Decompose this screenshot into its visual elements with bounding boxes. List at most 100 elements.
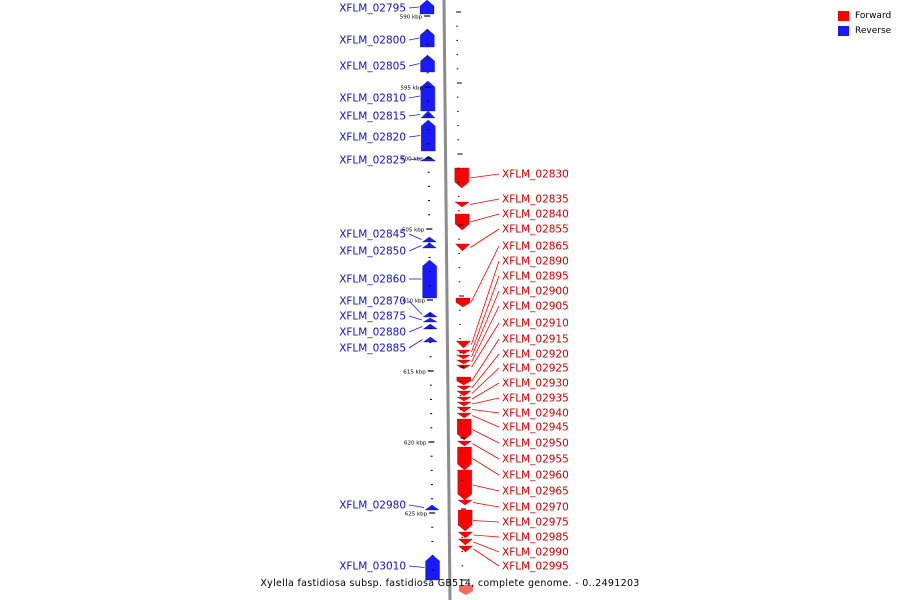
forward-swatch [838,11,849,21]
reverse-gene-arrow[interactable] [422,317,438,323]
reverse-gene-label[interactable]: XFLM_03010 [339,561,406,573]
forward-gene-label[interactable]: XFLM_02930 [502,378,569,390]
forward-gene-arrow[interactable] [454,213,470,231]
reverse-gene-label[interactable]: XFLM_02805 [339,61,406,73]
forward-gene-arrow[interactable] [455,354,472,360]
legend-reverse: Reverse [838,24,891,38]
forward-gene-arrow[interactable] [456,359,472,365]
forward-gene-label[interactable]: XFLM_02955 [502,454,569,466]
forward-gene-arrow[interactable] [456,340,471,349]
reverse-gene-label[interactable]: XFLM_02870 [339,296,406,308]
forward-gene-arrow[interactable] [458,585,473,595]
forward-gene-arrow[interactable] [454,201,470,208]
forward-gene-label[interactable]: XFLM_02915 [502,334,569,346]
reverse-gene-label[interactable]: XFLM_02980 [339,500,406,512]
forward-gene-label[interactable]: XFLM_02895 [502,271,569,283]
forward-gene-label[interactable]: XFLM_02865 [502,241,569,253]
forward-gene-arrow[interactable] [457,531,473,539]
forward-gene-label[interactable]: XFLM_02920 [502,349,569,361]
forward-gene-connector [471,338,500,382]
forward-gene-connector [471,290,500,358]
reverse-gene-label[interactable]: XFLM_02860 [339,274,406,286]
forward-gene-label[interactable]: XFLM_02910 [502,318,569,330]
forward-gene-label[interactable]: XFLM_02830 [502,169,569,181]
forward-gene-label[interactable]: XFLM_02855 [502,224,569,236]
forward-gene-arrow[interactable] [456,376,471,386]
forward-gene-connector [471,415,500,428]
reverse-gene-arrow[interactable] [420,54,435,73]
reverse-gene-arrow[interactable] [421,119,436,152]
forward-gene-arrow[interactable] [456,412,472,419]
forward-gene-label[interactable]: XFLM_02970 [502,502,569,514]
forward-gene-arrow[interactable] [457,446,472,471]
forward-gene-label[interactable]: XFLM_02840 [502,209,569,221]
reverse-gene-arrow[interactable] [425,554,440,581]
reverse-gene-arrow[interactable] [422,323,438,330]
reverse-gene-arrow[interactable] [420,80,435,112]
forward-gene-arrow[interactable] [456,396,472,402]
reverse-gene-connector [408,63,420,67]
forward-gene-connector [471,260,500,345]
forward-gene-label[interactable]: XFLM_02900 [502,286,569,298]
forward-gene-label[interactable]: XFLM_02925 [502,363,569,375]
reverse-gene-arrow[interactable] [419,0,435,15]
reverse-gene-arrow[interactable] [420,28,435,48]
axis-tick-label: 625 kbp [405,512,428,518]
forward-gene-label[interactable]: XFLM_02950 [502,438,569,450]
forward-gene-label[interactable]: XFLM_02945 [502,422,569,434]
forward-gene-connector [469,198,500,205]
forward-gene-connector [471,382,500,400]
reverse-gene-label[interactable]: XFLM_02880 [339,327,406,339]
reverse-gene-label[interactable]: XFLM_02875 [339,311,406,323]
forward-gene-arrow[interactable] [456,401,472,407]
forward-gene-arrow[interactable] [456,440,472,447]
reverse-gene-arrow[interactable] [424,504,440,511]
forward-gene-label[interactable]: XFLM_02940 [502,408,569,420]
reverse-gene-arrow[interactable] [422,259,437,299]
forward-gene-arrow[interactable] [457,499,473,506]
forward-gene-label[interactable]: XFLM_02975 [502,517,569,529]
forward-gene-connector [471,367,500,394]
reverse-gene-label[interactable]: XFLM_02845 [339,229,406,241]
forward-gene-label[interactable]: XFLM_02960 [502,470,569,482]
reverse-gene-label[interactable]: XFLM_02825 [339,155,406,167]
forward-gene-arrow[interactable] [457,418,472,441]
forward-gene-arrow[interactable] [456,385,472,391]
reverse-gene-label[interactable]: XFLM_02800 [339,35,406,47]
forward-gene-arrow[interactable] [455,243,470,252]
reverse-gene-arrow[interactable] [421,242,437,249]
forward-gene-label[interactable]: XFLM_02835 [502,194,569,206]
reverse-gene-label[interactable]: XFLM_02795 [339,3,406,15]
reverse-gene-label[interactable]: XFLM_02850 [339,246,406,258]
forward-gene-arrow[interactable] [454,167,469,189]
forward-gene-label[interactable]: XFLM_02985 [502,532,569,544]
reverse-gene-connector [408,95,420,99]
forward-gene-connector [472,458,500,476]
genome-backbone [442,0,452,600]
forward-gene-label[interactable]: XFLM_02990 [502,547,569,559]
forward-gene-label[interactable]: XFLM_02935 [502,393,569,405]
forward-gene-arrow[interactable] [457,538,473,546]
forward-gene-arrow[interactable] [455,297,471,308]
reverse-gene-label[interactable]: XFLM_02885 [339,343,406,355]
reverse-gene-arrow[interactable] [421,236,437,243]
reverse-gene-label[interactable]: XFLM_02820 [339,132,406,144]
forward-gene-arrow[interactable] [456,406,472,413]
forward-gene-label[interactable]: XFLM_02905 [502,301,569,313]
forward-gene-label[interactable]: XFLM_02965 [502,486,569,498]
reverse-gene-connector [408,300,423,315]
reverse-gene-label[interactable]: XFLM_02815 [339,111,406,123]
reverse-gene-label[interactable]: XFLM_02810 [339,93,406,105]
reverse-gene-arrow[interactable] [422,336,438,343]
forward-gene-connector [470,213,500,223]
forward-gene-label[interactable]: XFLM_02890 [502,256,569,268]
reverse-gene-connector [408,504,425,508]
forward-gene-arrow[interactable] [455,349,472,355]
forward-gene-arrow[interactable] [457,469,472,501]
reverse-gene-arrow[interactable] [420,110,436,119]
forward-gene-arrow[interactable] [457,509,473,532]
forward-gene-arrow[interactable] [456,390,472,397]
reverse-gene-connector [408,339,423,349]
forward-gene-arrow[interactable] [458,545,473,553]
forward-gene-label[interactable]: XFLM_02995 [502,561,569,573]
